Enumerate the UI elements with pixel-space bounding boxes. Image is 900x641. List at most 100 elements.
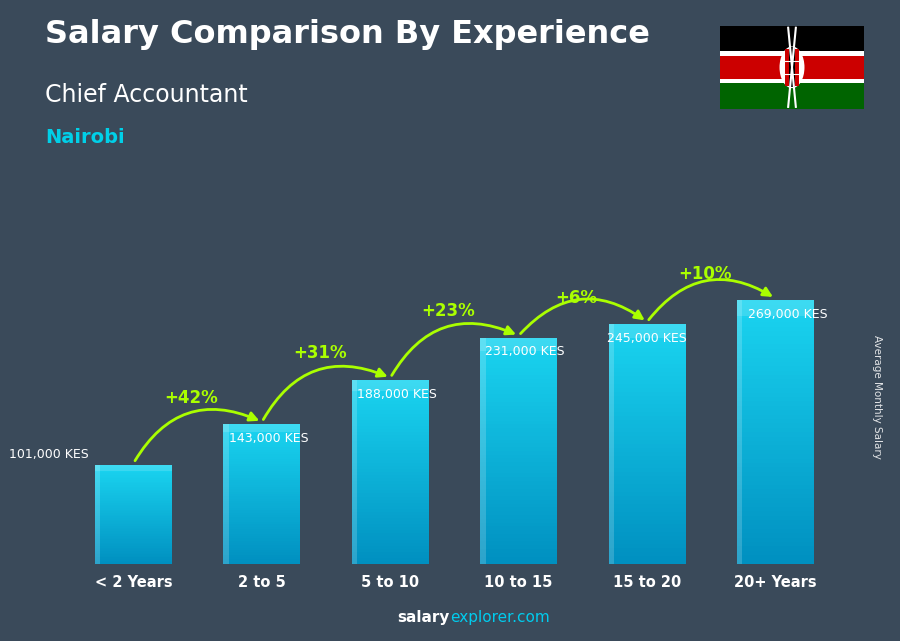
Bar: [737, 392, 814, 397]
Bar: [481, 474, 557, 478]
Bar: [789, 47, 795, 87]
Text: +31%: +31%: [292, 344, 346, 363]
Bar: [737, 494, 814, 498]
Bar: [737, 353, 814, 358]
Bar: [608, 372, 686, 376]
Bar: [223, 543, 301, 545]
Bar: [223, 445, 301, 447]
Bar: [352, 463, 428, 466]
Bar: [481, 406, 557, 410]
Bar: [352, 512, 428, 515]
Bar: [352, 537, 428, 540]
Bar: [608, 472, 686, 476]
Bar: [608, 412, 686, 416]
Bar: [481, 485, 557, 488]
Bar: [737, 489, 814, 494]
Bar: [352, 466, 428, 469]
Bar: [352, 515, 428, 518]
Bar: [737, 507, 814, 512]
Bar: [352, 499, 428, 503]
Bar: [720, 53, 864, 81]
Bar: [95, 529, 172, 531]
Bar: [481, 542, 557, 545]
Bar: [785, 49, 799, 86]
Bar: [481, 409, 557, 413]
Bar: [352, 429, 428, 432]
Bar: [737, 327, 814, 331]
Bar: [608, 432, 686, 436]
Bar: [223, 520, 301, 522]
Bar: [223, 442, 301, 445]
Bar: [481, 492, 557, 496]
Bar: [737, 375, 814, 379]
Bar: [737, 410, 814, 415]
Bar: [95, 503, 172, 504]
Bar: [481, 338, 557, 351]
Bar: [352, 469, 428, 472]
Bar: [737, 349, 814, 353]
Text: 143,000 KES: 143,000 KES: [229, 432, 308, 445]
Bar: [608, 360, 686, 364]
Bar: [737, 472, 814, 476]
Bar: [608, 348, 686, 352]
Bar: [95, 480, 172, 481]
Bar: [720, 81, 864, 109]
Bar: [481, 364, 557, 368]
Bar: [481, 553, 557, 556]
Bar: [223, 456, 301, 459]
Bar: [608, 464, 686, 468]
Bar: [95, 524, 172, 526]
Bar: [352, 438, 428, 441]
Text: +10%: +10%: [678, 265, 732, 283]
Bar: [481, 451, 557, 454]
Bar: [608, 336, 686, 340]
Bar: [608, 384, 686, 388]
Bar: [223, 562, 301, 564]
Bar: [737, 533, 814, 538]
Bar: [95, 485, 172, 487]
Bar: [223, 466, 301, 469]
Bar: [95, 546, 172, 547]
Bar: [481, 511, 557, 515]
Bar: [95, 469, 172, 470]
Bar: [95, 472, 172, 473]
Bar: [352, 389, 428, 392]
Bar: [608, 340, 686, 344]
Bar: [737, 344, 814, 349]
Bar: [608, 332, 686, 336]
Bar: [608, 356, 686, 360]
Bar: [481, 338, 557, 342]
Bar: [481, 390, 557, 394]
Bar: [95, 541, 172, 543]
Bar: [737, 335, 814, 340]
Bar: [737, 503, 814, 507]
Bar: [737, 476, 814, 481]
Bar: [481, 387, 557, 390]
Bar: [352, 561, 428, 564]
Bar: [481, 466, 557, 470]
Bar: [481, 372, 557, 376]
Bar: [352, 478, 428, 481]
Bar: [352, 490, 428, 494]
Bar: [223, 426, 301, 429]
Bar: [608, 328, 686, 332]
Text: salary: salary: [398, 610, 450, 625]
Text: 231,000 KES: 231,000 KES: [485, 345, 565, 358]
Bar: [481, 379, 557, 383]
Bar: [608, 436, 686, 440]
Bar: [352, 494, 428, 497]
Bar: [352, 413, 428, 417]
Bar: [223, 454, 301, 456]
Bar: [481, 420, 557, 424]
Bar: [223, 431, 301, 433]
Bar: [481, 496, 557, 500]
Bar: [737, 441, 814, 445]
Bar: [481, 383, 557, 387]
Bar: [95, 495, 172, 496]
Bar: [737, 423, 814, 428]
Bar: [95, 536, 172, 538]
Bar: [481, 375, 557, 379]
Bar: [223, 550, 301, 553]
Bar: [608, 388, 686, 392]
Bar: [95, 551, 172, 553]
